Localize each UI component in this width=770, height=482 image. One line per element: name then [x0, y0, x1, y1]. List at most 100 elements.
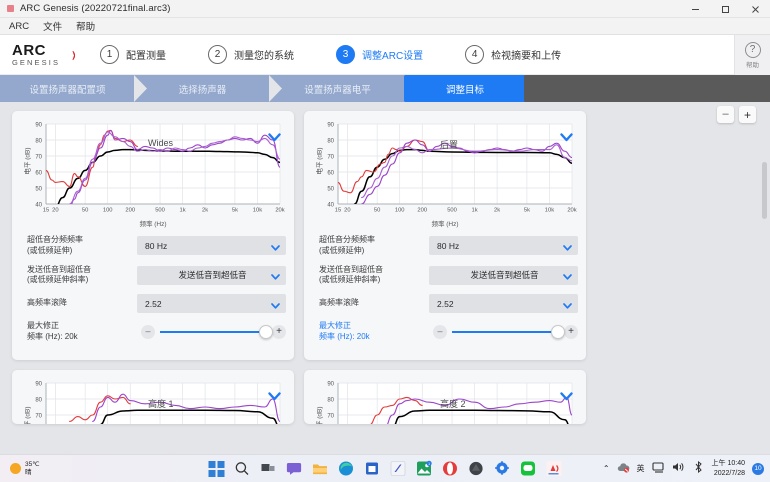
photos-icon[interactable]: 1 [416, 460, 433, 477]
chevron-down-icon[interactable] [268, 392, 281, 401]
frequency-response-chart-height-1[interactable]: 4050607080901520501002005001k2k5k10k20k … [20, 377, 286, 424]
maxcorr-slider-thumb-rears[interactable] [551, 324, 565, 339]
minimize-button[interactable] [680, 0, 710, 18]
unity-icon[interactable] [468, 460, 485, 477]
start-icon[interactable] [208, 460, 225, 477]
chevron-down-icon[interactable] [268, 133, 281, 142]
crossover-value-rears: 80 Hz [437, 240, 460, 251]
svg-text:1: 1 [428, 462, 430, 466]
notification-badge[interactable]: 10 [752, 462, 764, 475]
ime-indicator[interactable]: 英 [636, 464, 645, 473]
maxcorr-decrease-button-wides[interactable]: – [141, 324, 155, 339]
svg-text:50: 50 [35, 186, 42, 192]
logo-secondary-text: GENESIS [12, 57, 61, 67]
maxcorr-slider-track-wides[interactable] [160, 324, 273, 339]
file-explorer-icon[interactable] [312, 460, 329, 477]
zoom-in-button[interactable]: + [739, 106, 756, 123]
vscode-icon[interactable] [390, 460, 407, 477]
wizard-step-4[interactable]: 4 检视摘要和上传 [465, 45, 561, 64]
zoom-controls: – + [717, 106, 756, 123]
store-icon[interactable] [364, 460, 381, 477]
arc-genesis-icon[interactable] [546, 460, 563, 477]
step-2-number: 2 [208, 45, 228, 64]
onedrive-icon[interactable] [617, 460, 630, 478]
crossover-dropdown-wides[interactable]: 80 Hz [137, 236, 286, 256]
chevron-down-icon[interactable] [560, 133, 573, 142]
svg-text:50: 50 [82, 208, 88, 214]
frequency-response-chart-wides[interactable]: 40 50 60 70 80 90 15 20 50 100 200 500 1k 2k 5k 10k 20k … [20, 118, 286, 228]
maxcorr-slider-track-rears[interactable] [452, 324, 565, 339]
rolloff-dropdown-rears[interactable]: 2.52 [429, 294, 578, 314]
card-row-2: 4050607080901520501002005001k2k5k10k20k … [12, 369, 752, 424]
svg-text:500: 500 [447, 208, 457, 214]
wizard-step-3[interactable]: 3 调整ARC设置 [336, 45, 423, 64]
task-view-icon[interactable] [260, 460, 277, 477]
menu-item-arc[interactable]: ARC [9, 20, 30, 32]
wizard-step-2[interactable]: 2 测量您的系统 [208, 45, 294, 64]
speaker-cards-container: 40 50 60 70 80 90 15 20 50 100 200 500 1k 2k 5k 10k 20k … [0, 102, 760, 454]
svg-text:15: 15 [335, 208, 341, 214]
bass-row-wides: 发送低音到超低音 (或低频延伸斜率) 发送低音到超低音 [27, 265, 286, 287]
window-title: ARC Genesis (20220721final.arc3) [20, 3, 171, 14]
taskbar-clock[interactable]: 上午 10:40 2022/7/28 [712, 459, 745, 478]
chevron-down-icon[interactable] [560, 392, 573, 401]
menu-item-file[interactable]: 文件 [43, 22, 63, 33]
breadcrumb-item-speaker-config[interactable]: 设置扬声器配置项 [0, 75, 147, 102]
scrollbar-thumb[interactable] [762, 162, 767, 219]
breadcrumb-item-speaker-levels[interactable]: 设置扬声器电平 [270, 75, 417, 102]
weather-condition: 晴 [25, 468, 32, 476]
rolloff-dropdown-wides[interactable]: 2.52 [137, 294, 286, 314]
svg-text:20k: 20k [567, 208, 576, 214]
maxcorr-increase-button-wides[interactable]: + [272, 324, 286, 339]
crossover-value-wides: 80 Hz [145, 240, 168, 251]
maxcorr-decrease-button-rears[interactable]: – [433, 324, 447, 339]
opera-icon[interactable] [442, 460, 459, 477]
search-icon[interactable] [234, 460, 251, 477]
maxcorr-slider-wides[interactable]: – + [137, 324, 286, 339]
bass-value-rears: 发送低音到超低音 [470, 270, 539, 281]
svg-text:100: 100 [103, 208, 113, 214]
breadcrumb-label-3: 设置扬声器电平 [304, 84, 371, 96]
frequency-response-chart-rears[interactable]: 40 50 60 70 80 90 15 20 50 100 200 500 1k 2k 5k 10k 20k … [312, 118, 578, 228]
bass-dropdown-wides[interactable]: 发送低音到超低音 [137, 265, 286, 285]
settings-icon[interactable] [494, 460, 511, 477]
breadcrumb-arrow-2 [269, 75, 283, 102]
maximize-button[interactable] [710, 0, 740, 18]
svg-text:90: 90 [327, 381, 334, 387]
volume-icon[interactable] [672, 460, 685, 478]
network-icon[interactable] [651, 460, 665, 478]
frequency-response-chart-height-2[interactable]: 4050607080901520501002005001k2k5k10k20k … [312, 377, 578, 424]
svg-text:60: 60 [327, 170, 334, 176]
zoom-out-button[interactable]: – [717, 106, 734, 123]
svg-text:20: 20 [344, 208, 350, 214]
breadcrumb-item-select-speakers[interactable]: 选择扬声器 [135, 75, 282, 102]
bluetooth-icon[interactable] [692, 460, 705, 478]
maxcorr-slider-rears[interactable]: – + [429, 324, 578, 339]
maxcorr-row-rears: 最大修正 频率 (Hz): 20k – + [319, 321, 578, 343]
weather-temperature: 35℃ [25, 460, 40, 468]
wizard-step-1[interactable]: 1 配置测量 [100, 45, 166, 64]
vertical-scrollbar[interactable] [761, 102, 769, 454]
svg-text:20k: 20k [275, 208, 284, 214]
breadcrumb-item-adjust-target[interactable]: 调整目标 [405, 75, 537, 102]
chat-icon[interactable] [286, 460, 303, 477]
maxcorr-slider-thumb-wides[interactable] [259, 324, 273, 339]
taskbar-icons: 1 [208, 460, 563, 477]
menu-item-help[interactable]: 帮助 [76, 22, 96, 33]
crossover-label-rears: 超低音分频频率 (或低频延伸) [319, 235, 429, 257]
bass-dropdown-rears[interactable]: 发送低音到超低音 [429, 265, 578, 285]
close-button[interactable] [740, 0, 770, 18]
crossover-label-sub-wides: (或低频延伸) [27, 245, 73, 255]
maxcorr-increase-button-rears[interactable]: + [564, 324, 578, 339]
svg-text:80: 80 [35, 397, 42, 403]
chevron-down-icon [563, 272, 572, 281]
crossover-dropdown-rears[interactable]: 80 Hz [429, 236, 578, 256]
line-icon[interactable] [520, 460, 537, 477]
tray-expand-chevron-icon[interactable]: ⌃ [602, 464, 610, 473]
svg-text:80: 80 [327, 138, 334, 144]
weather-widget[interactable]: 35℃ 晴 [10, 461, 40, 477]
help-button[interactable]: ? 帮助 [734, 35, 770, 75]
system-tray: ⌃ 英 上午 10:40 2022/7/28 10 [603, 459, 764, 478]
edge-icon[interactable] [338, 460, 355, 477]
svg-text:10k: 10k [253, 208, 262, 214]
